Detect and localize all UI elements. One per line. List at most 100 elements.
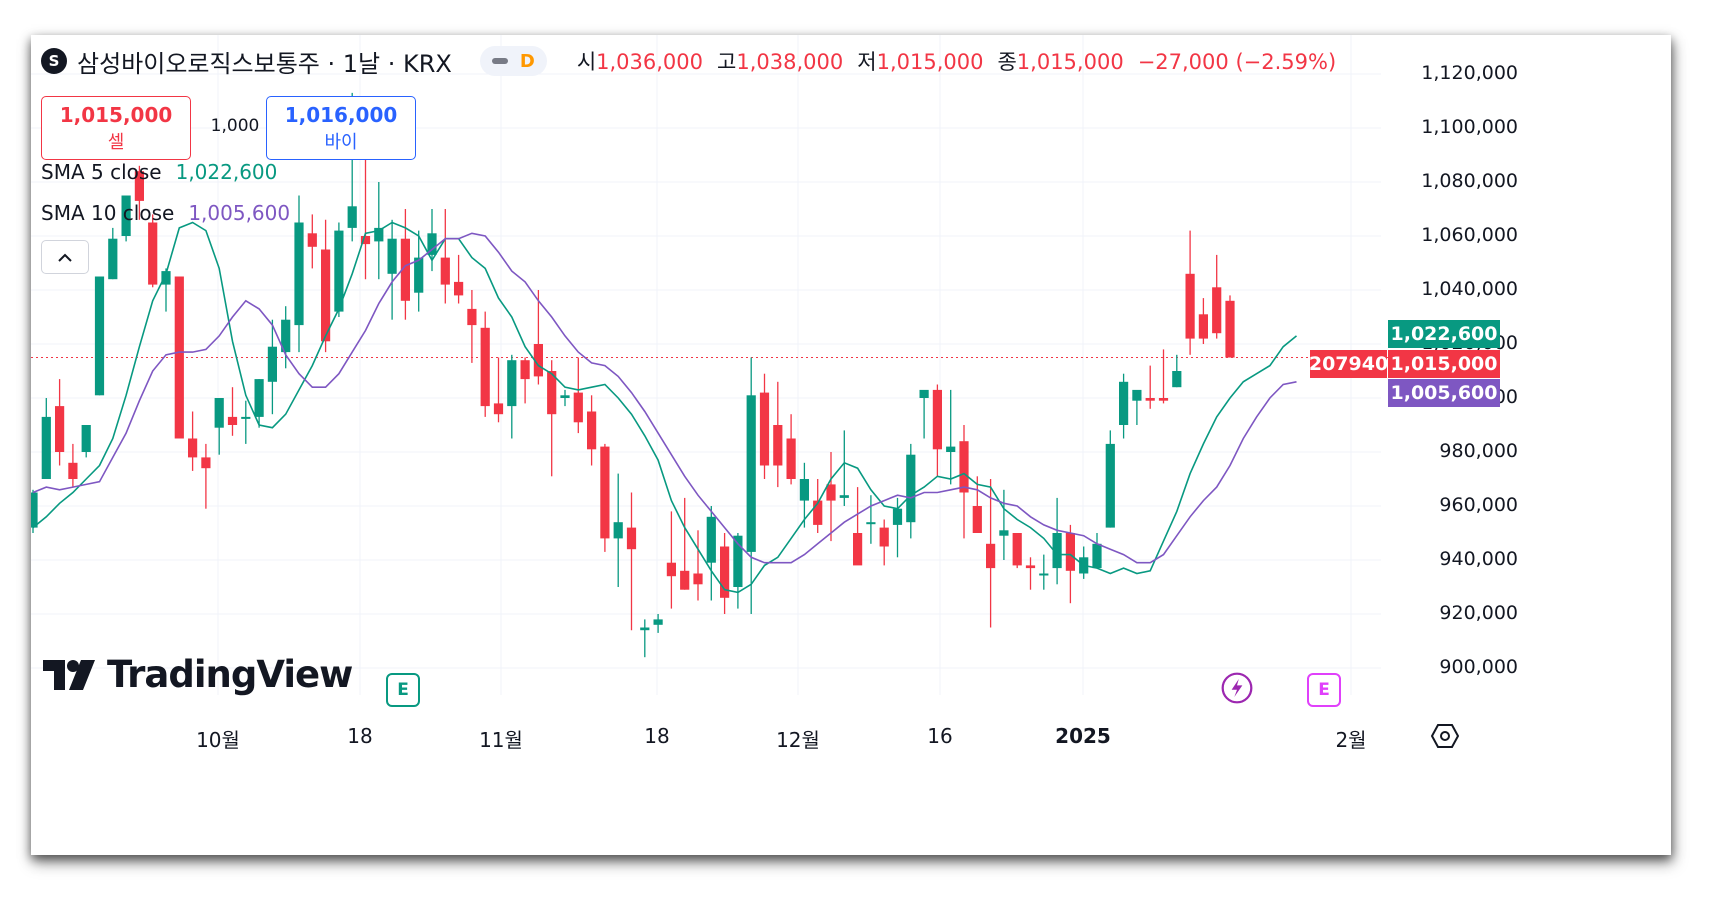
sell-button[interactable]: 1,015,000 셀	[41, 96, 191, 160]
candle-body	[267, 346, 277, 382]
candle-body	[55, 406, 65, 452]
tradingview-wordmark: TradingView	[107, 653, 353, 696]
price-axis-tick-label: 1,060,000	[1421, 224, 1518, 246]
candle-body	[720, 546, 730, 598]
lightning-icon[interactable]	[1220, 671, 1254, 705]
candle-body	[1105, 443, 1115, 528]
candle-body	[1185, 273, 1195, 339]
candle-body	[1212, 287, 1222, 334]
candle-body	[94, 276, 105, 396]
price-axis-tick-label: 1,100,000	[1421, 116, 1518, 138]
price-axis-tick-label: 960,000	[1439, 494, 1518, 516]
candle-body	[41, 416, 51, 479]
candle-body	[986, 543, 996, 569]
sma10-legend[interactable]: SMA 10 close 1,005,600	[41, 201, 290, 225]
candle-body	[666, 562, 676, 577]
candle-body	[108, 238, 118, 280]
time-axis-tick-label: 18	[347, 724, 373, 748]
candle-body	[321, 249, 331, 342]
candle-body	[427, 233, 437, 255]
candle-body	[799, 479, 809, 501]
candle-body	[387, 238, 397, 274]
candle-body	[1119, 381, 1129, 425]
candle-body	[853, 533, 863, 566]
open-label: 시	[576, 50, 597, 74]
candle-body	[560, 395, 570, 398]
candle-body	[188, 438, 198, 458]
candle-body	[121, 195, 131, 236]
symbol-icon[interactable]: S	[41, 48, 67, 74]
candle-body	[334, 230, 344, 312]
candle-body	[693, 573, 703, 585]
market-status-letter: D	[519, 50, 535, 72]
sma10-value: 1,005,600	[188, 201, 291, 225]
time-axis-tick-label: 10월	[196, 728, 240, 752]
chart-frame: S 삼성바이오로직스보통주 · 1날 · KRX D 시1,036,000 고1,…	[31, 35, 1671, 855]
price-axis-tick-label: 940,000	[1439, 548, 1518, 570]
candle-body	[68, 462, 78, 479]
tradingview-logo[interactable]: TradingView	[43, 653, 353, 696]
last-price-label: 1,015,000	[1388, 350, 1500, 378]
sma5-price-label: 1,022,600	[1388, 320, 1500, 348]
candle-body	[626, 527, 637, 550]
low-value: 1,015,000	[876, 50, 984, 74]
candle-body	[294, 222, 304, 326]
chart-title[interactable]: 삼성바이오로직스보통주 · 1날 · KRX	[77, 49, 452, 78]
candle-body	[866, 522, 876, 525]
close-label: 종	[997, 50, 1017, 74]
close-value: 1,015,000	[1016, 50, 1124, 74]
candle-body	[946, 446, 956, 452]
candle-body	[1039, 573, 1049, 576]
candle-body	[972, 506, 982, 533]
chart-canvas[interactable]	[31, 35, 1671, 855]
market-status-pill[interactable]: D	[479, 46, 547, 76]
candle-body	[414, 257, 424, 293]
price-axis-tick-label: 1,120,000	[1421, 62, 1518, 84]
candle-body	[148, 222, 158, 285]
sma10-price-label: 1,005,600	[1388, 379, 1500, 407]
time-axis-tick-label: 12월	[776, 728, 820, 752]
candle-body	[746, 395, 756, 552]
time-axis-tick-label: 2월	[1335, 728, 1367, 752]
candle-body	[507, 360, 517, 407]
candle-body	[547, 371, 557, 415]
candle-body	[201, 457, 211, 469]
low-label: 저	[857, 50, 877, 74]
candle-body	[400, 238, 410, 301]
candle-body	[174, 276, 184, 439]
candle-body	[227, 416, 238, 425]
sma5-legend[interactable]: SMA 5 close 1,022,600	[41, 160, 277, 184]
candle-body	[1158, 398, 1169, 401]
settings-icon[interactable]	[1431, 722, 1459, 750]
candle-body	[680, 570, 690, 590]
candle-body	[480, 327, 490, 407]
candle-body	[374, 227, 384, 242]
sma5-line	[32, 221, 1298, 594]
quantity-field[interactable]: 1,000	[210, 116, 260, 136]
candle-body	[307, 233, 317, 247]
sell-label: 셀	[107, 132, 125, 153]
sma10-line	[32, 232, 1297, 564]
sma5-name: SMA 5 close	[41, 160, 162, 184]
candle-body	[600, 446, 610, 539]
candle-body	[959, 441, 969, 493]
price-axis-tick-label: 920,000	[1439, 602, 1518, 624]
chevron-up-icon	[58, 253, 72, 262]
candle-body	[786, 438, 796, 479]
collapse-legend-button[interactable]	[41, 240, 89, 274]
candle-body	[1092, 543, 1102, 569]
buy-button[interactable]: 1,016,000 바이	[266, 96, 416, 160]
candle-body	[653, 619, 663, 625]
price-axis-tick-label: 1,040,000	[1421, 278, 1518, 300]
earnings-event-marker[interactable]: E	[386, 673, 420, 707]
candle-body	[759, 392, 770, 466]
open-value: 1,036,000	[596, 50, 704, 74]
candle-body	[347, 206, 357, 228]
minus-icon	[491, 58, 508, 64]
candle-body	[839, 495, 849, 498]
price-axis-tick-label: 900,000	[1439, 656, 1518, 678]
candle-body	[360, 236, 371, 245]
upcoming-earnings-marker[interactable]: E	[1307, 673, 1341, 707]
candle-body	[919, 389, 929, 398]
candle-body	[879, 527, 889, 547]
